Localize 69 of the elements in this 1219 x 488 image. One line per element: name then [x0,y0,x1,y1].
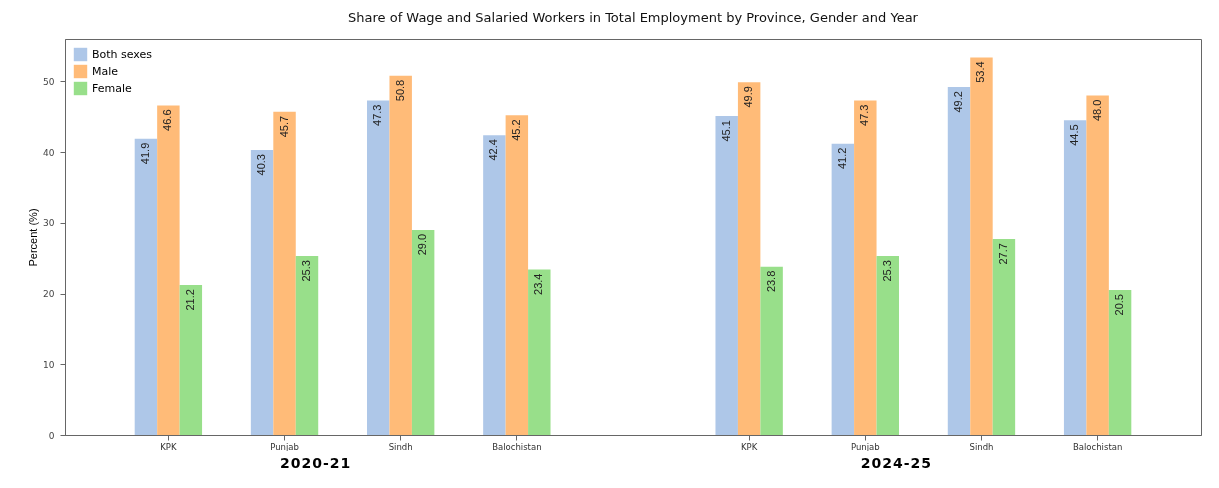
bar [737,82,761,435]
data-label: 45.7 [277,115,290,138]
x-tick-label: Sindh [388,441,413,452]
x-tick-label: Balochistan [492,441,542,452]
bar [273,111,296,435]
data-label: 47.3 [371,104,384,126]
bar [505,115,529,435]
data-label: 49.2 [952,91,965,113]
data-label: 49.9 [742,86,755,108]
legend-label: Both sexes [92,47,153,61]
bar [876,256,899,435]
data-label: 48.0 [1090,99,1103,121]
data-label: 50.8 [393,79,406,102]
bar [947,87,971,435]
data-label: 47.3 [858,104,871,126]
legend-label: Female [92,81,133,95]
chart-title: Share of Wage and Salaried Workers in Total Employment by Province, Gender and Year [348,10,919,25]
bar [157,105,180,435]
bar [250,150,274,435]
y-tick-label: 50 [43,76,55,87]
y-tick-label: 20 [43,289,55,300]
bar [295,256,319,435]
data-label: 25.3 [299,260,312,282]
data-label: 29.0 [416,233,429,256]
bar [1108,290,1132,435]
data-label: 45.1 [719,120,732,142]
data-label: 20.5 [1113,294,1126,316]
data-label: 46.6 [161,109,174,131]
data-label: 42.4 [487,139,500,161]
bar [992,239,1016,435]
data-label: 53.4 [974,61,987,83]
bar [854,100,877,435]
x-tick-label: Sindh [969,441,994,452]
bar [715,116,738,435]
bar [1086,95,1109,435]
bar [970,57,993,435]
y-tick-label: 10 [43,359,55,370]
text: 2020-21 [279,455,352,471]
data-label: 25.3 [880,260,893,282]
x-tick-label: Balochistan [1072,441,1123,452]
bar [179,285,203,435]
bar [411,229,435,435]
x-tick-label: Punjab [270,441,299,452]
data-label: 40.3 [255,154,268,176]
bar [1063,120,1087,435]
data-label: 23.8 [764,270,777,293]
data-label: 41.2 [835,147,848,170]
y-tick-label: 30 [43,218,55,229]
bar [134,138,158,435]
bar [760,266,783,435]
x-tick-label: KPK [160,441,177,452]
bar [483,135,506,435]
bar [831,143,855,435]
data-label: 41.9 [138,142,151,165]
text: 2024-25 [860,455,933,471]
data-label: 23.4 [532,273,545,295]
data-label: 21.2 [183,289,196,311]
bar [389,75,412,435]
data-label: 44.5 [1068,124,1081,146]
x-tick-label: KPK [741,441,758,452]
y-tick-label: 0 [48,430,55,441]
y-axis-title: Percent (%) [27,208,40,267]
legend-label: Male [92,64,119,78]
y-tick-label: 40 [43,147,55,158]
data-label: 45.2 [509,119,522,141]
bar [367,100,390,435]
bar [528,269,551,435]
x-tick-label: Punjab [850,441,880,452]
data-label: 27.7 [996,243,1009,265]
